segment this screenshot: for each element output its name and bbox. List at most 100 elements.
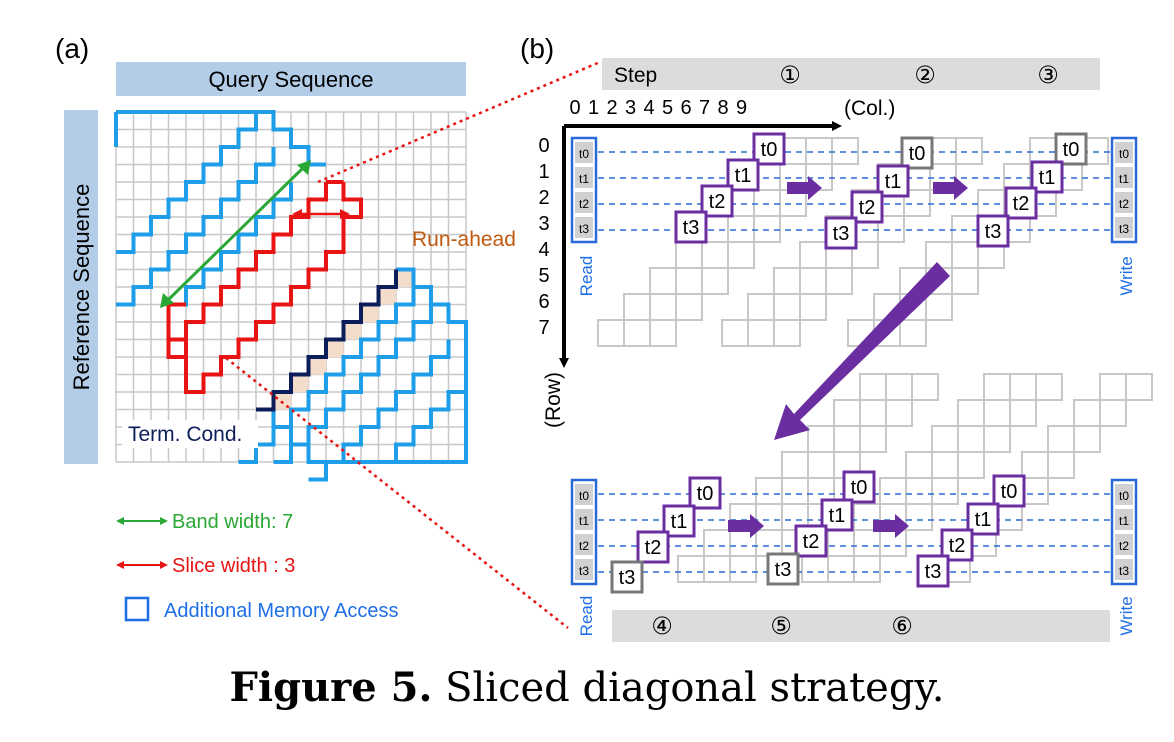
thread-box: t3 bbox=[824, 216, 858, 250]
step-arrow-4 bbox=[728, 514, 764, 538]
col-axis-label: (Col.) bbox=[844, 97, 895, 120]
thread-box-frame bbox=[1004, 186, 1038, 220]
thread-box: t3 bbox=[916, 554, 950, 588]
thread-box-frame bbox=[794, 524, 828, 558]
thread-label: t1 bbox=[975, 509, 992, 531]
thread-box: t1 bbox=[820, 498, 854, 532]
row-tick: 3 bbox=[538, 213, 549, 235]
col-tick: 4 bbox=[643, 97, 654, 119]
run-ahead-cell bbox=[326, 339, 344, 357]
thread-box: t0 bbox=[688, 476, 722, 510]
thread-label: t3 bbox=[683, 217, 700, 239]
dp-cell bbox=[951, 215, 979, 243]
col-tick: 0 bbox=[569, 97, 580, 119]
legend-band-width: Band width: 7 bbox=[116, 511, 293, 533]
dp-cell bbox=[623, 293, 651, 321]
buffer-slot bbox=[575, 559, 593, 580]
thread-box-frame bbox=[1054, 132, 1088, 166]
run-ahead-cell bbox=[396, 269, 414, 287]
memory-stair bbox=[271, 267, 468, 464]
thread-label: t0 bbox=[1001, 481, 1018, 503]
buffer-slot-label: t0 bbox=[1119, 489, 1129, 503]
dp-cell bbox=[995, 503, 1023, 531]
buffer-slot-label: t1 bbox=[1119, 172, 1129, 186]
panel-a: (a) Query Sequence Reference Sequence Ru… bbox=[55, 33, 516, 622]
run-ahead-cell bbox=[308, 357, 326, 375]
legend-memory-square bbox=[124, 596, 150, 622]
buffer-slot bbox=[1115, 142, 1133, 163]
legend-slice-width-text: Slice width : 3 bbox=[172, 555, 295, 577]
dp-cell bbox=[597, 319, 625, 347]
query-sequence-label: Query Sequence bbox=[208, 67, 373, 92]
dp-cell bbox=[957, 399, 985, 427]
dp-cell bbox=[1035, 373, 1063, 401]
thread-label: t0 bbox=[1063, 139, 1080, 161]
dp-cell bbox=[931, 451, 959, 479]
transition-arrow bbox=[774, 262, 950, 440]
dp-cell bbox=[703, 555, 731, 583]
slice-edge bbox=[168, 182, 328, 342]
thread-label: t2 bbox=[859, 197, 876, 219]
row-tick: 4 bbox=[538, 239, 549, 261]
dp-cell bbox=[951, 241, 979, 269]
step-arrow-2 bbox=[933, 176, 968, 200]
dp-cell bbox=[955, 137, 983, 165]
thread-label: t1 bbox=[671, 511, 688, 533]
row-tick: 6 bbox=[538, 291, 549, 313]
legend-band-width-text: Band width: 7 bbox=[172, 511, 293, 533]
legend-additional-memory: Additional Memory Access bbox=[124, 596, 399, 622]
run-ahead-cells bbox=[273, 269, 414, 410]
buffer-write-bottom: t0 t1 t2 t3 bbox=[1110, 478, 1138, 586]
row-tick: 0 bbox=[538, 135, 549, 157]
thread-box: t3 bbox=[610, 560, 644, 594]
dp-cell bbox=[755, 529, 783, 557]
reference-sequence-label: Reference Sequence bbox=[69, 184, 94, 391]
write-label-top: Write bbox=[1117, 256, 1136, 295]
dp-cell bbox=[727, 241, 755, 269]
dp-cell bbox=[977, 189, 1005, 217]
dp-cell bbox=[1021, 477, 1049, 505]
read-label-top: Read bbox=[577, 256, 596, 297]
thread-label: t2 bbox=[803, 531, 820, 553]
buffer-frame bbox=[570, 136, 598, 244]
dp-cell bbox=[851, 241, 879, 269]
thread-box-frame bbox=[766, 552, 800, 586]
buffer-slot bbox=[575, 534, 593, 555]
buffer-slot-label: t2 bbox=[1119, 539, 1129, 553]
memory-stair bbox=[308, 339, 451, 482]
dp-cell bbox=[755, 477, 783, 505]
dp-cell bbox=[951, 267, 979, 295]
dp-cell bbox=[957, 451, 985, 479]
run-ahead-cell bbox=[273, 392, 291, 410]
dp-cell bbox=[623, 319, 651, 347]
row-tick: 2 bbox=[538, 187, 549, 209]
dp-cell bbox=[807, 425, 835, 453]
buffer-write-top: t0 t1 t2 t3 bbox=[1110, 136, 1138, 244]
dp-cell bbox=[701, 267, 729, 295]
buffer-frame bbox=[1110, 136, 1138, 244]
dp-cell bbox=[925, 293, 953, 321]
memory-stair bbox=[116, 112, 258, 254]
dp-cell bbox=[675, 267, 703, 295]
thread-box: t3 bbox=[976, 214, 1010, 248]
slice-outline bbox=[166, 180, 363, 394]
dp-cell bbox=[833, 399, 861, 427]
dp-cell bbox=[747, 293, 775, 321]
dp-cell bbox=[729, 555, 757, 583]
dp-cell bbox=[807, 451, 835, 479]
thread-label: t3 bbox=[985, 221, 1002, 243]
col-tick: 6 bbox=[680, 97, 691, 119]
step-6: ⑥ bbox=[891, 612, 913, 640]
dp-cell bbox=[925, 241, 953, 269]
dp-cell bbox=[827, 529, 855, 557]
slice-width-arrow bbox=[292, 209, 350, 219]
dp-cell bbox=[831, 137, 859, 165]
write-label-bottom: Write bbox=[1117, 596, 1136, 635]
thread-label: t0 bbox=[697, 483, 714, 505]
buffer-frame bbox=[570, 478, 598, 586]
dp-cell bbox=[773, 267, 801, 295]
dp-cell bbox=[931, 477, 959, 505]
col-tick: 7 bbox=[699, 97, 710, 119]
row-tick: 1 bbox=[538, 161, 549, 183]
